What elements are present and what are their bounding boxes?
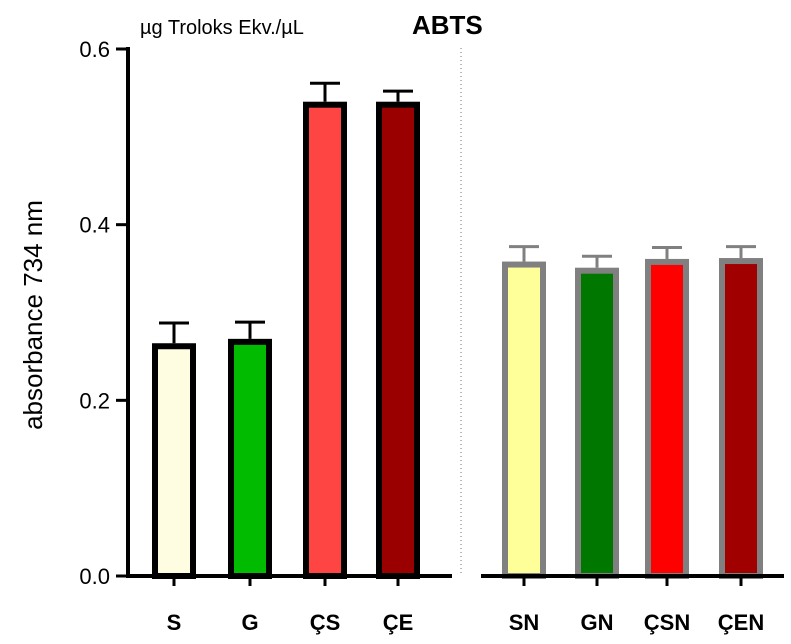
x-tick-label: ÇS bbox=[310, 610, 341, 635]
bar bbox=[303, 101, 347, 579]
bars bbox=[152, 81, 763, 579]
bar bbox=[152, 343, 196, 579]
bar-group bbox=[376, 89, 420, 579]
x-tick-label: S bbox=[167, 610, 182, 635]
y-tick-label: 0.6 bbox=[79, 37, 110, 62]
y-tick-label: 0.2 bbox=[79, 388, 110, 413]
bar-group bbox=[575, 254, 619, 579]
axes bbox=[126, 47, 784, 586]
unit-label: µg Troloks Ekv./µL bbox=[140, 17, 304, 39]
bar bbox=[719, 258, 763, 579]
bar bbox=[645, 258, 689, 579]
bar-group bbox=[152, 321, 196, 579]
x-tick-label: ÇEN bbox=[718, 610, 764, 635]
chart-title: ABTS bbox=[412, 10, 483, 40]
bar bbox=[376, 101, 420, 579]
bar bbox=[502, 261, 546, 579]
x-tick-label: ÇSN bbox=[644, 610, 690, 635]
bar-group bbox=[228, 320, 272, 579]
bar-group bbox=[502, 245, 546, 579]
x-tick-label: GN bbox=[581, 610, 614, 635]
x-tick-label: G bbox=[241, 610, 258, 635]
x-tick-label: SN bbox=[509, 610, 540, 635]
bar bbox=[575, 267, 619, 579]
y-ticks: 0.0 0.2 0.4 0.6 bbox=[79, 37, 128, 589]
bar bbox=[228, 338, 272, 579]
x-tick-labels: S G ÇS ÇE SN GN ÇSN ÇEN bbox=[167, 610, 765, 635]
x-tick-label: ÇE bbox=[383, 610, 414, 635]
y-axis-title: absorbance 734 nm bbox=[18, 200, 48, 430]
bar-group bbox=[303, 81, 347, 579]
bar-group bbox=[719, 245, 763, 579]
y-tick-label: 0.4 bbox=[79, 213, 110, 238]
y-tick-label: 0.0 bbox=[79, 564, 110, 589]
bar-group bbox=[645, 246, 689, 579]
